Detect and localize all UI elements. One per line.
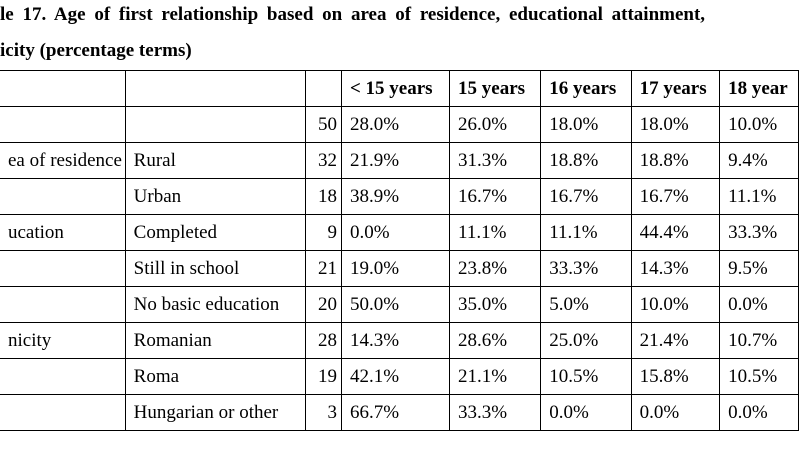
value-cell: 16.7% bbox=[630, 178, 721, 215]
sub-cell: Romanian bbox=[124, 322, 306, 359]
row: Roma 19 42.1% 21.1% 10.5% 15.8% 10.5% bbox=[0, 358, 799, 395]
header-cell bbox=[124, 70, 306, 107]
value-cell: 9.4% bbox=[719, 142, 799, 179]
group-cell: ucation bbox=[0, 214, 126, 251]
value-cell: 33.3% bbox=[449, 394, 542, 431]
value-cell: 44.4% bbox=[630, 214, 721, 251]
value-cell: 15.8% bbox=[630, 358, 721, 395]
value-cell: 14.3% bbox=[630, 250, 721, 287]
column-header: 15 years bbox=[449, 70, 542, 107]
value-cell: 10.0% bbox=[719, 106, 799, 143]
value-cell: 0.0% bbox=[719, 394, 799, 431]
group-cell bbox=[0, 106, 126, 143]
group-cell bbox=[0, 286, 126, 323]
column-header: 17 years bbox=[630, 70, 721, 107]
value-cell: 5.0% bbox=[540, 286, 632, 323]
sub-cell: Still in school bbox=[124, 250, 306, 287]
n-cell: 21 bbox=[304, 250, 342, 287]
value-cell: 38.9% bbox=[340, 178, 451, 215]
value-cell: 66.7% bbox=[340, 394, 451, 431]
group-cell bbox=[0, 358, 126, 395]
value-cell: 0.0% bbox=[540, 394, 632, 431]
header-row: < 15 years 15 years 16 years 17 years 18 yea… bbox=[0, 70, 799, 107]
row: No basic education 20 50.0% 35.0% 5.0% 10.0% 0… bbox=[0, 286, 799, 323]
value-cell: 21.9% bbox=[340, 142, 451, 179]
value-cell: 10.0% bbox=[630, 286, 721, 323]
value-cell: 11.1% bbox=[449, 214, 542, 251]
row: 50 28.0% 26.0% 18.0% 18.0% 10.0% bbox=[0, 106, 799, 143]
value-cell: 11.1% bbox=[719, 178, 799, 215]
group-cell bbox=[0, 250, 126, 287]
sub-cell: Hungarian or other bbox=[124, 394, 306, 431]
row: Still in school 21 19.0% 23.8% 33.3% 14.3% 9.5… bbox=[0, 250, 799, 287]
value-cell: 18.8% bbox=[630, 142, 721, 179]
value-cell: 0.0% bbox=[719, 286, 799, 323]
n-cell: 20 bbox=[304, 286, 342, 323]
value-cell: 0.0% bbox=[630, 394, 721, 431]
value-cell: 18.0% bbox=[630, 106, 721, 143]
sub-cell bbox=[124, 106, 306, 143]
value-cell: 33.3% bbox=[540, 250, 632, 287]
value-cell: 11.1% bbox=[540, 214, 632, 251]
row: ea of residence Rural 32 21.9% 31.3% 18.8% 18.… bbox=[0, 142, 799, 179]
value-cell: 28.6% bbox=[449, 322, 542, 359]
header-cell bbox=[304, 70, 342, 107]
value-cell: 14.3% bbox=[340, 322, 451, 359]
value-cell: 18.8% bbox=[540, 142, 632, 179]
table: < 15 years 15 years 16 years 17 years 18 yea… bbox=[0, 70, 799, 431]
value-cell: 33.3% bbox=[719, 214, 799, 251]
sub-cell: Rural bbox=[124, 142, 306, 179]
row: Hungarian or other 3 66.7% 33.3% 0.0% 0.0% 0.0… bbox=[0, 394, 799, 431]
row: nicity Romanian 28 14.3% 28.6% 25.0% 21.4% 10.7… bbox=[0, 322, 799, 359]
value-cell: 10.5% bbox=[540, 358, 632, 395]
sub-cell: Completed bbox=[124, 214, 306, 251]
value-cell: 35.0% bbox=[449, 286, 542, 323]
title: le 17. Age of first relationship based o… bbox=[0, 4, 706, 25]
column-header: < 15 years bbox=[340, 70, 451, 107]
value-cell: 21.1% bbox=[449, 358, 542, 395]
group-cell: nicity bbox=[0, 322, 126, 359]
sub-cell: Urban bbox=[124, 178, 306, 215]
title: icity (percentage terms) bbox=[0, 40, 192, 61]
value-cell: 23.8% bbox=[449, 250, 542, 287]
value-cell: 42.1% bbox=[340, 358, 451, 395]
value-cell: 10.7% bbox=[719, 322, 799, 359]
group-cell bbox=[0, 178, 126, 215]
n-cell: 9 bbox=[304, 214, 342, 251]
n-cell: 28 bbox=[304, 322, 342, 359]
n-cell: 18 bbox=[304, 178, 342, 215]
header-cell bbox=[0, 70, 126, 107]
n-cell: 50 bbox=[304, 106, 342, 143]
value-cell: 26.0% bbox=[449, 106, 542, 143]
value-cell: 28.0% bbox=[340, 106, 451, 143]
sub-cell: Roma bbox=[124, 358, 306, 395]
n-cell: 3 bbox=[304, 394, 342, 431]
value-cell: 16.7% bbox=[449, 178, 542, 215]
value-cell: 10.5% bbox=[719, 358, 799, 395]
n-cell: 19 bbox=[304, 358, 342, 395]
value-cell: 9.5% bbox=[719, 250, 799, 287]
column-header: 16 years bbox=[540, 70, 632, 107]
value-cell: 21.4% bbox=[630, 322, 721, 359]
value-cell: 50.0% bbox=[340, 286, 451, 323]
value-cell: 0.0% bbox=[340, 214, 451, 251]
group-cell bbox=[0, 394, 126, 431]
value-cell: 16.7% bbox=[540, 178, 632, 215]
n-cell: 32 bbox=[304, 142, 342, 179]
group-cell: ea of residence bbox=[0, 142, 126, 179]
value-cell: 19.0% bbox=[340, 250, 451, 287]
column-header: 18 year bbox=[719, 70, 799, 107]
value-cell: 25.0% bbox=[540, 322, 632, 359]
row: Urban 18 38.9% 16.7% 16.7% 16.7% 11.1% bbox=[0, 178, 799, 215]
value-cell: 18.0% bbox=[540, 106, 632, 143]
sub-cell: No basic education bbox=[124, 286, 306, 323]
row: ucation Completed 9 0.0% 11.1% 11.1% 44.4% 33.3… bbox=[0, 214, 799, 251]
value-cell: 31.3% bbox=[449, 142, 542, 179]
